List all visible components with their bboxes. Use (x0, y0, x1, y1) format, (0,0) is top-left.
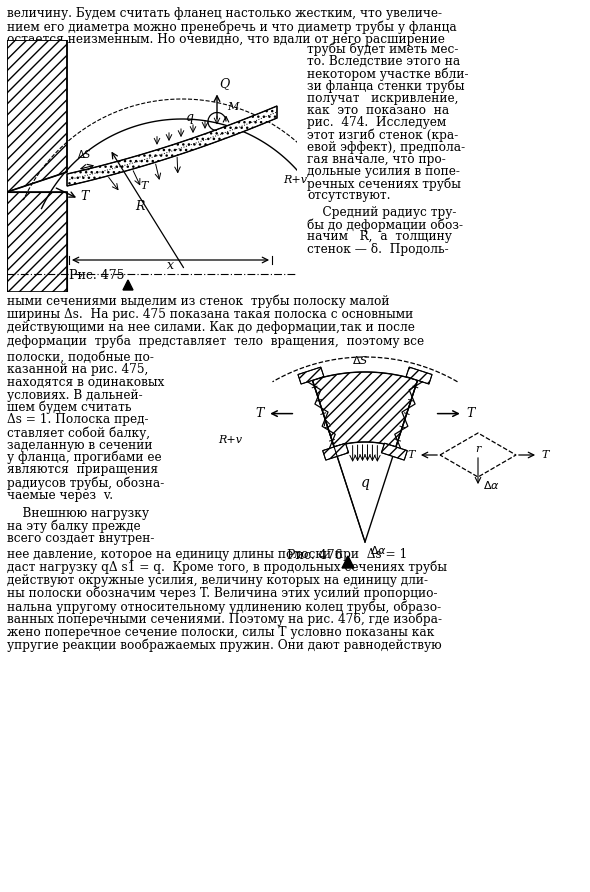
Text: R+v: R+v (283, 175, 307, 185)
Polygon shape (342, 556, 354, 568)
Text: жено поперечное сечение полоски, силы T условно показаны как: жено поперечное сечение полоски, силы T … (7, 626, 434, 639)
Text: гая вначале, что про-: гая вначале, что про- (307, 153, 446, 166)
Text: действующими на нее силами. Как до деформации,так и после: действующими на нее силами. Как до дефор… (7, 321, 415, 334)
Polygon shape (123, 280, 133, 290)
Text: являются  приращения: являются приращения (7, 464, 158, 476)
Text: отсутствуют.: отсутствуют. (307, 189, 391, 202)
Text: этот изгиб стенок (кра-: этот изгиб стенок (кра- (307, 128, 458, 142)
Text: r: r (476, 444, 481, 454)
Text: $\Delta\alpha$: $\Delta\alpha$ (483, 479, 500, 491)
Text: всего создает внутрен-: всего создает внутрен- (7, 532, 155, 545)
Text: R+v: R+v (218, 435, 242, 445)
Text: упругие реакции воображаемых пружин. Они дают равнодействую: упругие реакции воображаемых пружин. Они… (7, 639, 442, 653)
Text: некотором участке вбли-: некотором участке вбли- (307, 68, 468, 81)
Text: Δs = 1. Полоска пред-: Δs = 1. Полоска пред- (7, 414, 149, 426)
Text: Средний радиус тру-: Средний радиус тру- (307, 206, 457, 219)
Text: T: T (140, 181, 148, 191)
Text: Q: Q (219, 78, 230, 90)
Text: остается неизменным. Но очевидно, что вдали от него расширение: остается неизменным. Но очевидно, что вд… (7, 33, 445, 46)
Text: начим   R,  а  толщину: начим R, а толщину (307, 230, 452, 244)
Text: шем будем считать: шем будем считать (7, 401, 132, 415)
Text: T: T (541, 450, 548, 460)
Text: получат   искривление,: получат искривление, (307, 92, 458, 104)
Text: q: q (360, 476, 369, 490)
Text: $\Delta S$: $\Delta S$ (77, 148, 91, 160)
Text: как  это  показано  на: как это показано на (307, 104, 449, 117)
Polygon shape (67, 106, 277, 186)
Text: даст нагрузку qΔ s1 = q.  Кроме того, в продольных сечениях трубы: даст нагрузку qΔ s1 = q. Кроме того, в п… (7, 561, 447, 574)
Text: ны полоски обозначим через T. Величина этих усилий пропорцио-: ны полоски обозначим через T. Величина э… (7, 587, 438, 600)
Text: M: M (227, 102, 238, 112)
Text: у фланца, прогибами ее: у фланца, прогибами ее (7, 451, 162, 465)
Text: T: T (255, 407, 263, 420)
Text: находятся в одинаковых: находятся в одинаковых (7, 376, 165, 389)
Polygon shape (7, 40, 67, 192)
Text: $\Delta\alpha$: $\Delta\alpha$ (370, 544, 387, 556)
Text: x: x (166, 259, 173, 272)
Text: полоски, подобные по-: полоски, подобные по- (7, 351, 154, 364)
Text: величину. Будем считать фланец настолько жестким, что увеличе-: величину. Будем считать фланец настолько… (7, 7, 442, 20)
Polygon shape (323, 443, 349, 460)
Text: T: T (408, 450, 415, 460)
Text: ставляет собой балку,: ставляет собой балку, (7, 426, 150, 440)
Text: стенок — δ.  Продоль-: стенок — δ. Продоль- (307, 243, 448, 256)
Text: зи фланца стенки трубы: зи фланца стенки трубы (307, 79, 464, 93)
Polygon shape (7, 192, 67, 292)
Polygon shape (313, 372, 418, 447)
Text: дольные усилия в попе-: дольные усилия в попе- (307, 165, 460, 178)
Text: ными сечениями выделим из стенок  трубы полоску малой: ными сечениями выделим из стенок трубы п… (7, 295, 389, 309)
Text: казанной на рис. 475,: казанной на рис. 475, (7, 364, 148, 376)
Text: то. Вследствие этого на: то. Вследствие этого на (307, 55, 460, 68)
Text: действуют окружные усилия, величину которых на единицу дли-: действуют окружные усилия, величину кото… (7, 574, 428, 587)
Text: T: T (81, 190, 89, 202)
Text: условиях. В дальней-: условиях. В дальней- (7, 389, 143, 401)
Text: нием его диаметра можно пренебречь и что диаметр трубы у фланца: нием его диаметра можно пренебречь и что… (7, 20, 457, 34)
Text: заделанную в сечении: заделанную в сечении (7, 439, 152, 451)
Text: речных сечениях трубы: речных сечениях трубы (307, 178, 461, 191)
Text: T: T (467, 407, 475, 420)
Text: ширины Δs.  На рис. 475 показана такая полоска с основными: ширины Δs. На рис. 475 показана такая по… (7, 308, 413, 321)
Polygon shape (298, 368, 324, 384)
Polygon shape (381, 443, 407, 460)
Text: рис.  474.  Исследуем: рис. 474. Исследуем (307, 116, 446, 129)
Text: чаемые через  v.: чаемые через v. (7, 489, 113, 501)
Text: нее давление, которое на единицу длины полоски при  Δs = 1: нее давление, которое на единицу длины п… (7, 548, 407, 561)
Polygon shape (406, 368, 432, 384)
Text: Рис. 475: Рис. 475 (69, 269, 124, 282)
Text: ванных поперечными сечениями. Поэтому на рис. 476, где изобра-: ванных поперечными сечениями. Поэтому на… (7, 613, 442, 626)
Text: R: R (135, 200, 144, 212)
Text: радиусов трубы, обозна-: радиусов трубы, обозна- (7, 476, 164, 490)
Text: трубы будет иметь мес-: трубы будет иметь мес- (307, 43, 458, 56)
Text: деформации  труба  представляет  тело  вращения,  поэтому все: деформации труба представляет тело враще… (7, 334, 424, 348)
Text: евой эффект), предпола-: евой эффект), предпола- (307, 141, 465, 153)
Text: $\Delta S$: $\Delta S$ (352, 354, 368, 366)
Text: нальна упругому относительному удлинению колец трубы, образо-: нальна упругому относительному удлинению… (7, 600, 441, 614)
Text: Внешнюю нагрузку: Внешнюю нагрузку (7, 507, 149, 520)
Text: бы до деформации обоз-: бы до деформации обоз- (307, 219, 463, 232)
Text: Рис. 476: Рис. 476 (287, 549, 343, 562)
Text: q: q (186, 111, 194, 124)
Text: на эту балку прежде: на эту балку прежде (7, 519, 140, 533)
